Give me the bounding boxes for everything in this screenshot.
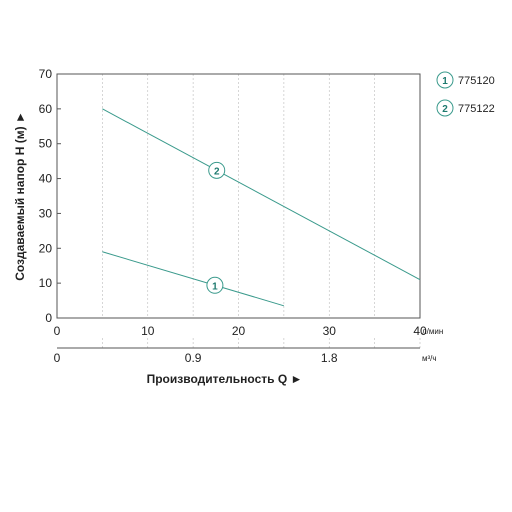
y-tick-label: 50 <box>39 137 53 151</box>
series-marker-label: 2 <box>214 166 220 177</box>
y-tick-label: 30 <box>39 206 53 220</box>
grid <box>102 74 421 348</box>
legend: 1 775120 2 775122 <box>436 71 495 117</box>
y-tick-label: 0 <box>45 311 52 325</box>
series-marker-1 <box>206 276 224 294</box>
x-unit-primary: л/мин <box>422 327 443 336</box>
legend-marker <box>436 99 454 117</box>
legend-entry-label: 775122 <box>458 103 495 115</box>
secondary-tick-label: 0.9 <box>185 351 202 365</box>
y-tick-label: 60 <box>39 102 53 116</box>
x-tick-label: 0 <box>54 324 61 338</box>
x-tick-label: 30 <box>323 324 337 338</box>
x-axis-title: Производительность Q ► <box>147 372 303 386</box>
x-tick-label: 10 <box>141 324 155 338</box>
legend-marker-label: 1 <box>442 76 448 87</box>
secondary-tick-label: 0 <box>54 351 61 365</box>
secondary-tick-label: 1.8 <box>321 351 338 365</box>
y-tick-label: 40 <box>39 172 53 186</box>
legend-marker <box>436 71 454 89</box>
series: 12 <box>102 108 421 307</box>
x-tick-label: 20 <box>232 324 246 338</box>
legend-marker-label: 2 <box>442 104 448 115</box>
series-line-1 <box>102 251 285 307</box>
y-tick-label: 10 <box>39 276 53 290</box>
y-tick-label: 20 <box>39 241 53 255</box>
series-marker-2 <box>208 161 226 179</box>
legend-entry-label: 775120 <box>458 75 495 87</box>
series-marker-label: 1 <box>212 281 218 292</box>
x-tick-label: 40 <box>413 324 427 338</box>
x-unit-secondary: м³/ч <box>422 354 437 363</box>
axes <box>56 73 421 349</box>
y-axis-title: Создаваемый напор Н (м) ► <box>13 111 27 281</box>
series-line-2 <box>102 108 421 281</box>
y-tick-label: 70 <box>39 67 53 81</box>
plot-frame <box>56 73 421 319</box>
